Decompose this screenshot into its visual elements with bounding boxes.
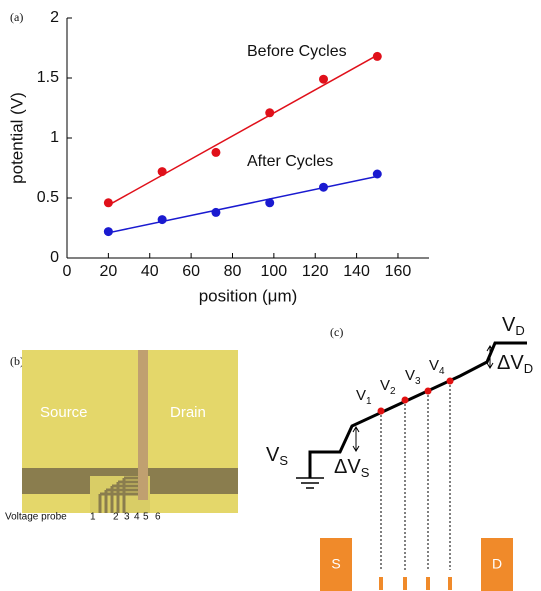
y-tick-label: 0.5 xyxy=(37,189,59,206)
x-tick-label: 160 xyxy=(385,263,412,280)
x-tick-label: 40 xyxy=(141,263,159,280)
probe-point xyxy=(377,407,385,415)
voltage-label: V4 xyxy=(429,357,445,377)
probe-label: Voltage probe xyxy=(5,512,67,523)
voltage-label: V2 xyxy=(380,377,396,397)
data-point xyxy=(372,169,382,179)
voltage-label: V1 xyxy=(356,387,372,407)
y-tick-label: 1.5 xyxy=(37,69,59,86)
data-point xyxy=(265,198,275,208)
drain-box-label: D xyxy=(492,556,502,572)
fit-line xyxy=(108,54,378,206)
probe-number: 2 xyxy=(113,512,119,523)
probe-contact xyxy=(379,577,383,590)
voltage-label: ΔVD xyxy=(497,352,533,376)
data-point xyxy=(211,207,221,217)
y-tick-label: 0 xyxy=(50,249,59,266)
channel xyxy=(138,350,148,500)
data-point xyxy=(103,198,113,208)
ground xyxy=(296,477,324,489)
probe-contact xyxy=(403,577,407,590)
data-point xyxy=(319,182,329,192)
voltage-label: VS xyxy=(266,444,288,468)
series-label: Before Cycles xyxy=(247,43,347,60)
probe-point xyxy=(446,377,454,385)
x-tick-label: 20 xyxy=(99,263,117,280)
x-axis-label: position (μm) xyxy=(199,286,298,305)
x-tick-label: 80 xyxy=(224,263,242,280)
probe-number: 6 xyxy=(155,512,161,523)
data-point xyxy=(157,215,167,225)
data-point xyxy=(211,147,221,157)
x-tick-label: 60 xyxy=(182,263,200,280)
device-photo: Source Drain xyxy=(22,350,238,513)
voltage-label: ΔVS xyxy=(334,456,370,480)
drain-label: Drain xyxy=(170,404,206,421)
source-box xyxy=(320,538,352,591)
data-point xyxy=(157,167,167,177)
data-point xyxy=(372,51,382,61)
probe-number: 3 xyxy=(124,512,130,523)
drop-arrow xyxy=(352,426,360,452)
probe-number: 5 xyxy=(143,512,149,523)
data-point xyxy=(319,74,329,84)
panel-label: (a) xyxy=(10,10,23,24)
y-tick-label: 2 xyxy=(50,9,59,26)
voltage-label: VD xyxy=(502,314,525,338)
source-box-label: S xyxy=(331,556,340,572)
panel-label: (c) xyxy=(330,325,343,339)
fit-line xyxy=(108,175,378,234)
voltage-label: V3 xyxy=(405,367,421,387)
drop-arrow xyxy=(486,345,494,369)
probe-contact xyxy=(448,577,452,590)
probe-lines xyxy=(98,476,140,513)
y-tick-label: 1 xyxy=(50,129,59,146)
drain-box xyxy=(481,538,513,591)
probe-number: 1 xyxy=(90,512,96,523)
x-tick-label: 120 xyxy=(302,263,329,280)
source-label: Source xyxy=(40,404,88,421)
x-tick-label: 140 xyxy=(343,263,370,280)
data-point xyxy=(103,227,113,237)
probe-point xyxy=(401,396,409,404)
x-tick-label: 0 xyxy=(63,263,72,280)
panel-label: (b) xyxy=(10,354,24,368)
probe-number: 4 xyxy=(134,512,140,523)
y-axis-label: potential (V) xyxy=(7,92,26,184)
probe-projection xyxy=(380,381,451,570)
series-label: After Cycles xyxy=(247,153,333,170)
probe-contact xyxy=(426,577,430,590)
potential-diagram xyxy=(296,341,527,591)
data-point xyxy=(265,108,275,118)
x-tick-label: 100 xyxy=(261,263,288,280)
probe-point xyxy=(424,387,432,395)
